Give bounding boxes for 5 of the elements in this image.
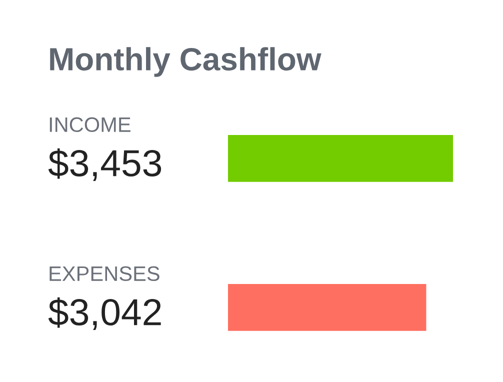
y-tick-label: EXPENSES bbox=[50, 266, 160, 282]
y-tick-label: INCOME bbox=[50, 117, 130, 132]
chart-title: Monthly Cashflow bbox=[50, 47, 322, 77]
data-label: $3,042 bbox=[48, 297, 161, 330]
data-label: $3,453 bbox=[48, 148, 162, 181]
